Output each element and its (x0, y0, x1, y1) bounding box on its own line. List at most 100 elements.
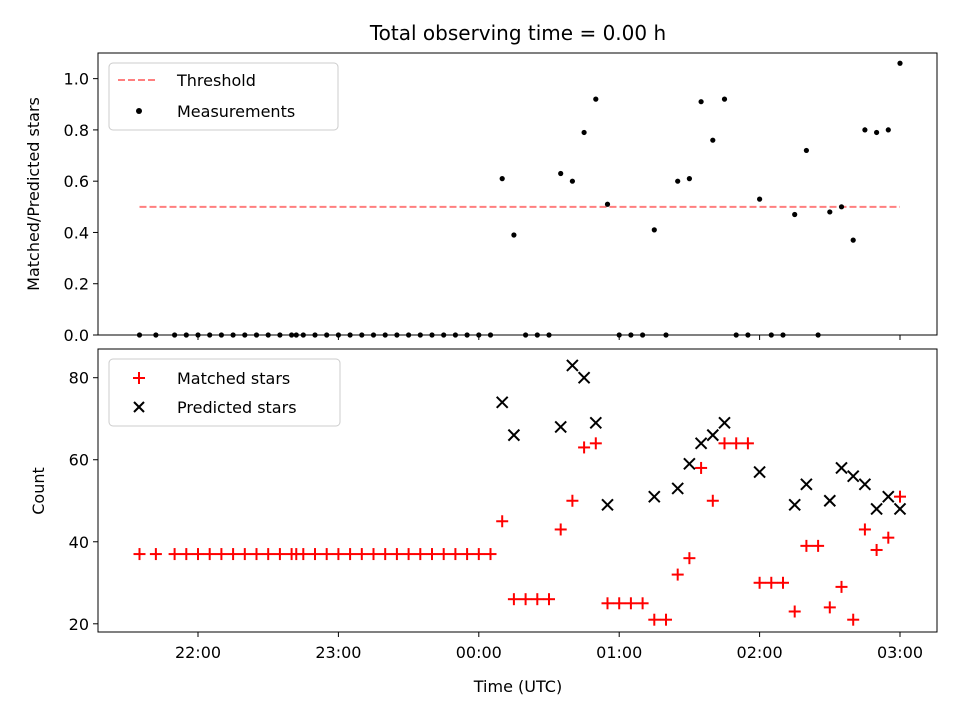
matched-star-point (741, 437, 754, 450)
matched-star-point (788, 605, 801, 618)
matched-star-point (566, 494, 579, 507)
predicted-star-points (495, 359, 907, 516)
predicted-star-point (589, 416, 603, 430)
predicted-star-point (706, 428, 720, 442)
count-x-tick-label: 02:00 (737, 643, 783, 662)
predicted-star-point (800, 478, 813, 491)
matched-star-point (671, 568, 684, 581)
ratio-y-tick-label: 0.6 (64, 172, 89, 191)
matched-star-point (262, 548, 275, 561)
matched-star-point (192, 548, 204, 561)
matched-star-point (203, 548, 216, 561)
legend-measurements-swatch (136, 108, 142, 114)
matched-star-point (812, 539, 825, 552)
matched-star-point (149, 548, 162, 561)
predicted-star-point (671, 482, 684, 495)
count-legend: Matched stars Predicted stars (108, 358, 341, 427)
predicted-star-point (893, 502, 907, 516)
matched-star-point (870, 543, 883, 556)
matched-star-point (531, 593, 544, 606)
count-y-tick-label: 40 (69, 533, 89, 552)
matched-star-point (835, 580, 848, 593)
measurement-point (511, 232, 517, 238)
matched-star-point (344, 548, 357, 561)
legend-predicted-swatch (133, 401, 145, 413)
matched-star-point (379, 548, 392, 561)
matched-star-point (660, 613, 672, 626)
legend-matched-swatch (133, 372, 145, 384)
measurement-point (698, 99, 704, 105)
matched-star-point (227, 548, 240, 561)
matched-star-point (133, 548, 146, 561)
ratio-legend: Threshold Measurements (108, 62, 339, 131)
matched-star-point (718, 437, 731, 450)
count-x-tick-label: 03:00 (877, 643, 923, 662)
measurement-point (897, 60, 903, 66)
matched-star-point (238, 548, 251, 561)
count-x-tick-label: 22:00 (175, 643, 221, 662)
predicted-star-point (882, 490, 895, 503)
matched-star-point (800, 539, 813, 552)
measurement-point (581, 129, 587, 136)
matched-star-point (414, 548, 427, 561)
matched-star-point (636, 597, 649, 610)
count-x-tick-label: 23:00 (315, 643, 361, 662)
ratio-y-axis-label: Matched/Predicted stars (24, 97, 43, 291)
ratio-y-tick-label: 0.4 (64, 223, 89, 242)
predicted-star-point (846, 469, 860, 483)
measurement-point (838, 204, 845, 210)
matched-star-point (180, 548, 193, 561)
predicted-star-point (694, 437, 708, 450)
legend-predicted-label: Predicted stars (177, 398, 297, 417)
ratio-axis-ticks: 0.0 0.2 0.4 0.6 0.8 1.0 (64, 70, 901, 345)
matched-star-point (554, 523, 567, 536)
legend-threshold-label: Threshold (176, 71, 256, 90)
count-y-tick-label: 80 (69, 369, 89, 388)
matched-star-point (426, 548, 438, 561)
ratio-y-tick-label: 0.0 (64, 326, 89, 345)
matched-star-points (133, 437, 906, 626)
matched-star-point (297, 548, 310, 561)
predicted-star-point (507, 428, 521, 442)
predicted-star-point (495, 396, 509, 409)
count-panel: 20 40 60 80 22:00 23:00 00:00 01:00 02:00 03:00 C… (29, 348, 938, 696)
matched-star-point (589, 437, 602, 450)
matched-star-point (624, 597, 637, 610)
measurement-point (675, 178, 681, 184)
measurement-point (827, 209, 833, 215)
count-legend-box (108, 358, 341, 427)
matched-star-point (858, 523, 871, 536)
measurement-point (604, 201, 611, 207)
measurement-point (721, 96, 728, 102)
matched-star-point (706, 494, 719, 507)
matched-star-point (683, 552, 696, 565)
matched-star-point (472, 548, 485, 561)
ratio-y-tick-label: 0.8 (64, 121, 89, 140)
measurement-point (850, 237, 856, 243)
predicted-star-point (788, 498, 801, 512)
matched-star-point (578, 441, 591, 454)
measurement-point (874, 129, 880, 136)
matched-star-point (648, 613, 661, 626)
predicted-star-point (566, 359, 579, 372)
measurement-point (558, 170, 564, 177)
predicted-star-point (753, 465, 766, 479)
matched-star-point (519, 593, 532, 606)
predicted-star-point (823, 494, 837, 507)
matched-star-point (273, 548, 286, 561)
predicted-star-point (835, 461, 848, 475)
matched-star-point (437, 548, 450, 561)
matched-star-point (777, 576, 789, 589)
matched-star-point (753, 576, 766, 589)
matched-star-point (543, 593, 555, 606)
matched-star-point (894, 490, 906, 503)
measurement-point (803, 147, 810, 154)
matched-star-point (847, 613, 860, 626)
count-x-tick-label: 00:00 (456, 643, 502, 662)
measurement-point (710, 137, 716, 143)
predicted-star-point (577, 371, 591, 384)
measurement-point (593, 96, 599, 102)
ratio-panel: 0.0 0.2 0.4 0.6 0.8 1.0 Matched/Predicted sta… (24, 52, 938, 345)
count-x-axis-label: Time (UTC) (473, 677, 562, 696)
